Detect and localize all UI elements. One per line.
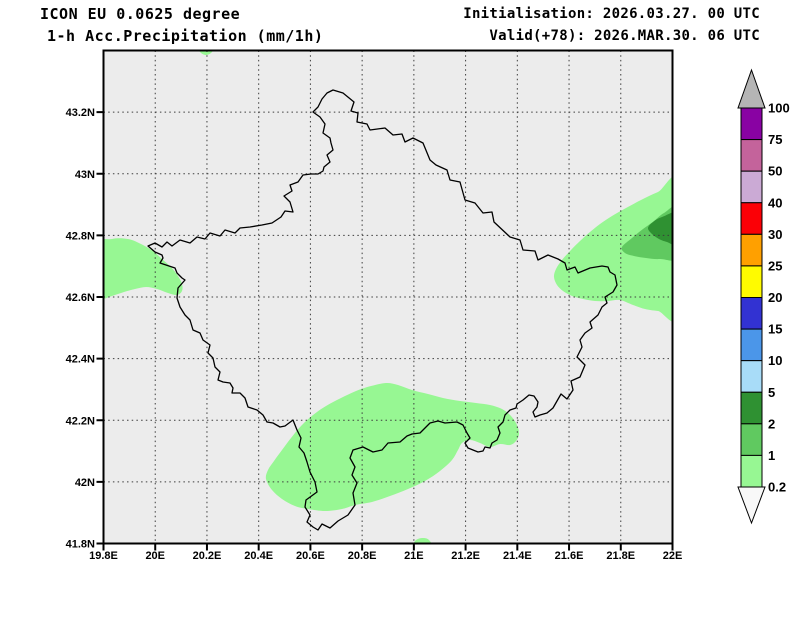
precip-area-northeast-band [553,176,673,322]
colorbar-tick-label: 50 [768,164,782,179]
colorbar-segment [740,391,763,425]
lon-tick-label: 20.8E [348,550,377,562]
colorbar-segment [740,202,763,235]
lat-tick-label: 42.4N [66,354,95,366]
colorbar-segment [740,297,763,330]
lon-tick-label: 21.4E [503,550,532,562]
lat-tick-label: 41.8N [66,539,95,551]
lat-tick-label: 43.2N [66,107,95,119]
model-title: ICON EU 0.0625 degree [40,5,241,23]
lat-tick-label: 42.2N [66,415,95,427]
lon-tick-label: 21E [404,550,424,562]
colorbar-tick-label: 0.2 [768,480,786,495]
colorbar-segment [740,139,763,172]
colorbar-segment [740,107,763,141]
precip-area-bottom-edge-spot [413,537,432,544]
colorbar-segment [740,265,763,298]
colorbar-over-arrow [737,68,766,109]
valid-time-label: Valid(+78): 2026.MAR.30. 06 UTC [489,28,760,44]
precip-area-top-edge-sliver [198,50,214,55]
lon-tick-label: 20.4E [244,550,273,562]
initialisation-label: Initialisation: 2026.03.27. 00 UTC [463,6,760,22]
lon-tick-label: 19.8E [89,550,118,562]
colorbar-tick-label: 5 [768,385,775,400]
colorbar-segment [740,328,763,362]
precip-area-west-border-blob [103,238,183,300]
colorbar-tick-label: 2 [768,416,775,431]
colorbar-tick-label: 10 [768,353,782,368]
precip-area-northeast-core [647,212,673,245]
lon-tick-label: 21.2E [451,550,480,562]
lon-tick-label: 21.6E [555,550,584,562]
colorbar-tick-label: 25 [768,258,782,273]
lat-tick-label: 42N [75,477,95,489]
colorbar-segment [740,170,763,204]
lon-tick-label: 20.6E [296,550,325,562]
colorbar-under-arrow [737,486,766,525]
colorbar-tick-label: 100 [768,101,790,116]
colorbar-segment [740,454,763,488]
colorbar-tick-label: 15 [768,322,782,337]
country-outline-kosovo [147,89,618,531]
lon-tick-label: 20.2E [193,550,222,562]
lon-tick-label: 21.8E [606,550,635,562]
lon-tick-label: 22E [663,550,683,562]
colorbar-segment [740,423,763,456]
variable-title: 1-h Acc.Precipitation (mm/1h) [47,27,324,45]
colorbar-tick-label: 30 [768,227,782,242]
colorbar-tick-label: 20 [768,290,782,305]
colorbar-tick-label: 75 [768,132,782,147]
precip-area-south-band [265,382,520,511]
colorbar-tick-label: 1 [768,448,775,463]
lat-tick-label: 42.8N [66,230,95,242]
lat-tick-label: 43N [75,169,95,181]
colorbar-segment [740,360,763,393]
colorbar-tick-label: 40 [768,195,782,210]
colorbar-segment [740,233,763,267]
lon-tick-label: 20E [145,550,165,562]
lat-tick-label: 42.6N [66,292,95,304]
